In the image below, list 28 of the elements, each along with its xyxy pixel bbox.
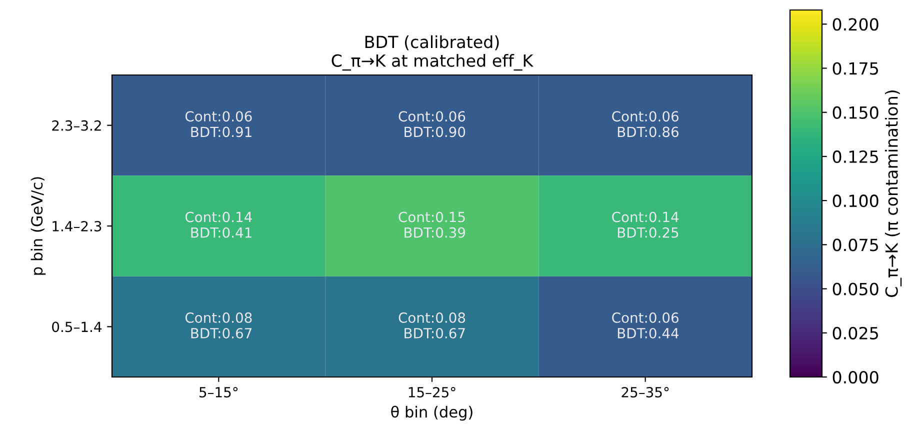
color-bar-label: 0.100: [832, 194, 878, 208]
chart-title: BDT (calibrated) C_π→K at matched eff_K: [332, 35, 534, 71]
color-bar-title: C_π→K (π contamination): [884, 90, 902, 297]
y-tick-label: 1.4–2.3: [52, 220, 102, 232]
data-label: Cont:0.08 BDT:0.67: [398, 312, 466, 338]
data-label: Cont:0.06 BDT:0.44: [612, 312, 679, 338]
data-label: Cont:0.06 BDT:0.86: [612, 111, 678, 138]
data-label: Cont:0.06 BDT:0.90: [398, 111, 466, 138]
data-label: Cont:0.06 BDT:0.91: [185, 111, 252, 138]
data-label: Cont:0.08 BDT:0.67: [185, 312, 252, 338]
color-bar-label: 0.125: [832, 150, 878, 164]
color-bar-label: 0.025: [832, 326, 878, 340]
x-tick-label: 5–15°: [200, 386, 238, 398]
x-tick-label: 25–35°: [622, 386, 669, 398]
data-label: Cont:0.14 BDT:0.41: [185, 212, 252, 238]
color-bar-label: 0.200: [832, 18, 878, 31]
x-tick-label: 15–25°: [408, 386, 456, 398]
color-bar-label: 0.050: [832, 282, 878, 296]
y-axis-title: p bin (GeV/c): [30, 177, 46, 275]
data-label: Cont:0.15 BDT:0.39: [398, 212, 466, 238]
color-bar-label: 0.075: [832, 238, 878, 252]
y-tick-label: 2.3–3.2: [52, 120, 101, 131]
color-bar-label: 0.150: [832, 106, 878, 119]
data-label: Cont:0.14 BDT:0.25: [612, 212, 679, 238]
x-axis-title: θ bin (deg): [391, 406, 472, 421]
color-bar-label: 0.000: [832, 370, 878, 384]
color-bar-label: 0.175: [832, 62, 878, 75]
y-tick-label: 0.5–1.4: [52, 322, 102, 332]
